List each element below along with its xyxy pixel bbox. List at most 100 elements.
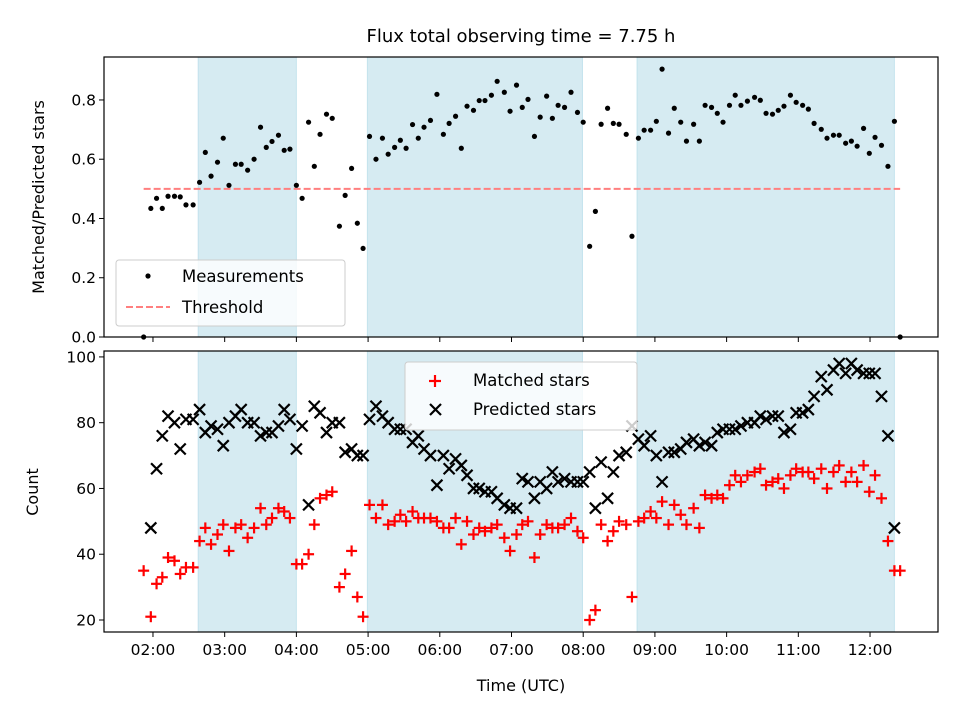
predicted-star-point xyxy=(193,403,206,416)
measurement-point xyxy=(726,102,733,108)
x-stroke xyxy=(302,498,315,512)
x-stroke xyxy=(308,399,321,413)
measurement-point xyxy=(781,103,787,109)
matched-star-point xyxy=(504,545,516,557)
predicted-star-point xyxy=(388,422,401,436)
matched-star-point xyxy=(559,519,571,531)
predicted-star-point xyxy=(571,475,584,489)
legend-x-marker xyxy=(429,403,442,416)
y-tick-label: 100 xyxy=(66,348,96,366)
matched-star-point xyxy=(729,469,741,481)
measurement-point xyxy=(220,135,226,141)
x-stroke xyxy=(455,459,468,472)
x-stroke xyxy=(612,449,626,462)
x-stroke xyxy=(193,403,206,416)
predicted-star-point xyxy=(728,422,742,436)
matched-star-point xyxy=(735,476,747,488)
predicted-star-point xyxy=(644,429,657,443)
matched-star-point xyxy=(784,469,796,481)
x-stroke xyxy=(711,426,724,439)
matched-star-point xyxy=(754,463,766,475)
measurement-point xyxy=(732,92,738,98)
x-tick-label: 07:00 xyxy=(489,641,534,659)
predicted-star-point xyxy=(510,501,523,515)
matched-star-point xyxy=(632,515,644,527)
matched-star-point xyxy=(156,571,168,583)
measurement-point xyxy=(403,145,409,151)
measurement-point xyxy=(683,138,690,144)
measurement-point xyxy=(329,115,335,121)
measurement-point xyxy=(843,140,849,146)
measurement-point xyxy=(501,89,507,95)
matched-star-point xyxy=(845,466,857,478)
matched-star-point xyxy=(205,538,217,550)
measurement-point xyxy=(805,106,811,112)
legend-frame xyxy=(404,361,638,431)
legend-dot-marker xyxy=(145,273,151,279)
measurement-point xyxy=(610,120,616,126)
measurement-point xyxy=(891,118,898,124)
x-stroke xyxy=(234,403,248,416)
x-stroke xyxy=(771,409,785,423)
legend-plus-marker xyxy=(429,375,441,387)
predicted-star-point xyxy=(777,426,791,439)
x-stroke xyxy=(734,419,748,433)
x-stroke xyxy=(533,475,547,489)
matched-star-point xyxy=(802,466,814,478)
x-stroke xyxy=(259,426,273,439)
predicted-star-point xyxy=(394,422,407,436)
x-stroke xyxy=(394,422,407,436)
observing-span xyxy=(636,56,895,338)
measurement-point xyxy=(159,205,165,212)
matched-star-point xyxy=(589,604,601,616)
measurement-point xyxy=(696,138,702,144)
measurement-point xyxy=(653,118,659,124)
predicted-star-point xyxy=(472,482,486,495)
measurement-point xyxy=(238,161,244,167)
measurement-point xyxy=(269,138,275,145)
x-tick-label: 11:00 xyxy=(776,641,821,659)
matched-star-point xyxy=(187,561,199,573)
matched-star-point xyxy=(303,548,315,560)
matched-star-point xyxy=(663,519,675,531)
measurement-point xyxy=(659,66,665,72)
measurement-point xyxy=(232,161,239,167)
matched-star-point xyxy=(741,469,753,481)
x-stroke xyxy=(247,416,261,429)
matched-star-point xyxy=(357,611,369,623)
predicted-star-point xyxy=(338,446,352,459)
y-tick-label: 0.2 xyxy=(71,269,96,287)
predicted-star-point xyxy=(680,436,693,449)
predicted-star-point xyxy=(857,367,870,380)
measurement-point xyxy=(555,102,561,108)
matched-star-point xyxy=(645,505,657,517)
measurement-point xyxy=(190,202,196,208)
matched-star-point xyxy=(485,522,497,534)
matched-star-point xyxy=(778,482,790,494)
axes-frame xyxy=(103,56,939,338)
x-stroke xyxy=(424,449,437,462)
predicted-star-point xyxy=(551,475,565,489)
x-stroke xyxy=(777,426,791,439)
matched-star-point xyxy=(278,505,290,517)
matched-star-point xyxy=(364,499,376,511)
matched-star-point xyxy=(407,505,419,517)
matched-star-point xyxy=(516,519,528,531)
x-stroke xyxy=(607,465,620,479)
measurement-point xyxy=(311,163,317,169)
predicted-star-point xyxy=(814,370,828,383)
measurement-point xyxy=(323,111,330,117)
x-tick-label: 08:00 xyxy=(561,641,606,659)
x-stroke xyxy=(313,406,327,420)
predicted-star-point xyxy=(320,426,333,439)
measurement-point xyxy=(148,205,154,212)
x-tick-label: 12:00 xyxy=(848,641,893,659)
predicted-star-point xyxy=(619,446,633,459)
predicted-star-point xyxy=(498,498,511,512)
measurement-point xyxy=(708,104,715,110)
x-tick-label: 10:00 xyxy=(704,641,749,659)
measurement-point xyxy=(592,208,598,214)
matched-star-point xyxy=(833,459,845,471)
chart-title: Flux total observing time = 7.75 h xyxy=(367,26,676,47)
